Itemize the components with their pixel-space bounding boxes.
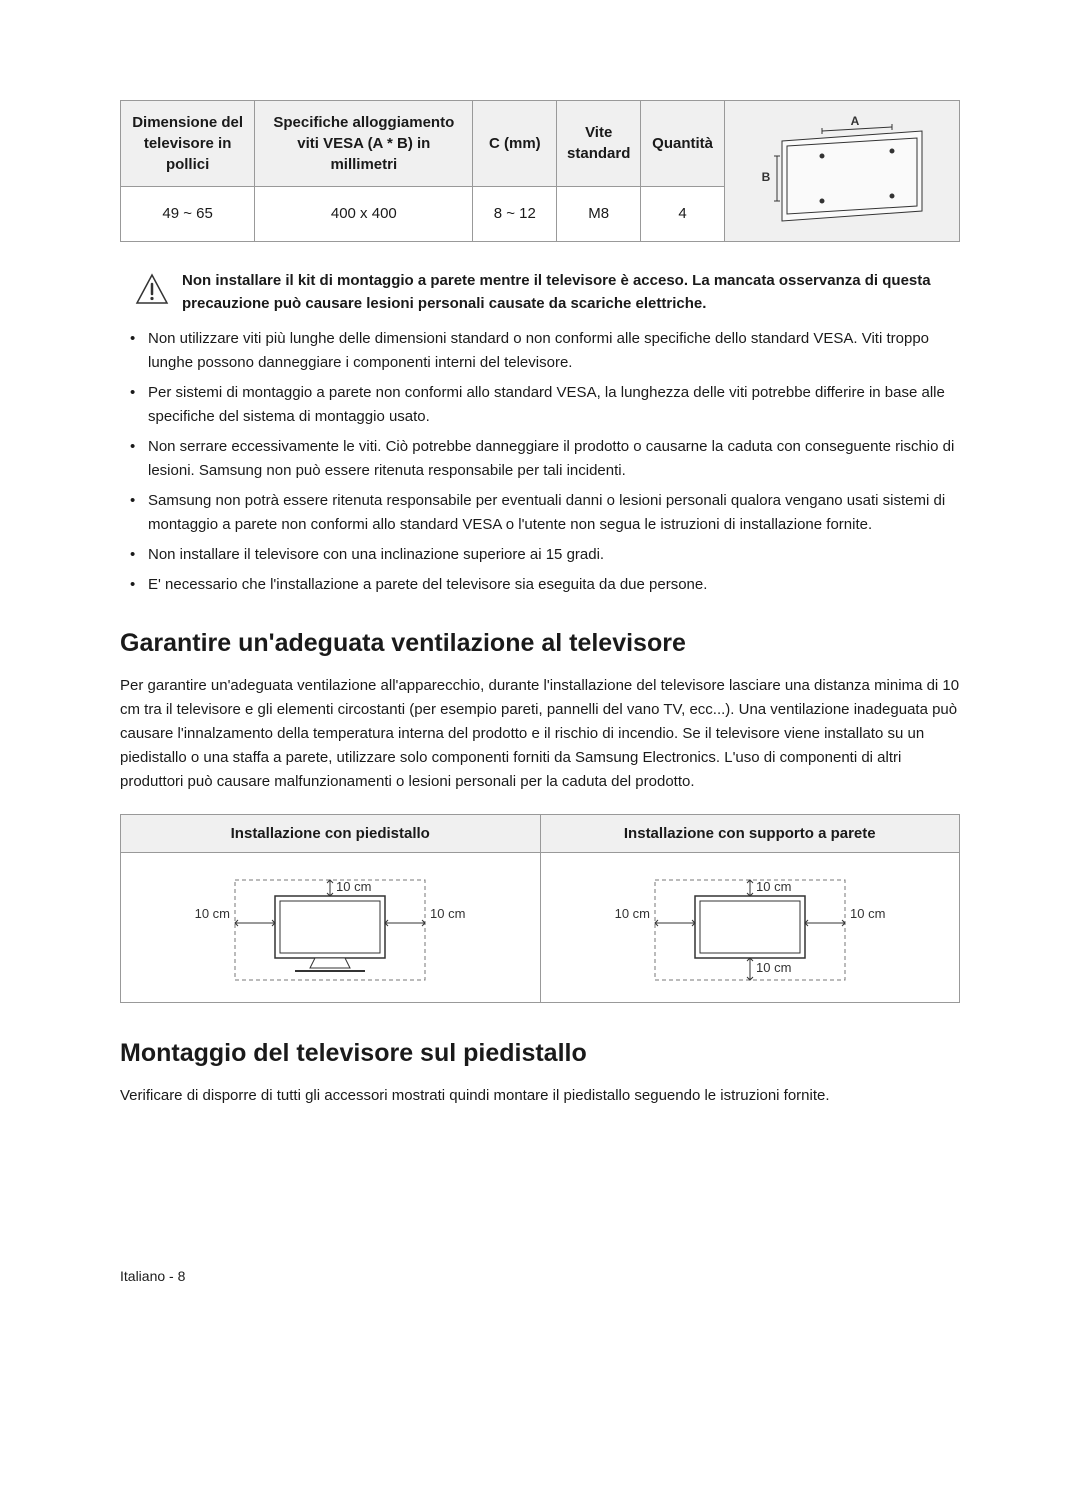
svg-text:10 cm: 10 cm: [850, 906, 885, 921]
list-item: Samsung non potrà essere ritenuta respon…: [148, 489, 960, 537]
table-cell: 4: [641, 186, 725, 241]
mounting-heading: Montaggio del televisore sul piedistallo: [120, 1039, 960, 1068]
list-item: Per sistemi di montaggio a parete non co…: [148, 381, 960, 429]
table-cell: 49 ~ 65: [121, 186, 255, 241]
list-item: E' necessario che l'installazione a pare…: [148, 573, 960, 597]
ventilation-heading: Garantire un'adeguata ventilazione al te…: [120, 629, 960, 658]
tv-back-diagram-icon: A B: [752, 111, 932, 231]
stand-install-diagram-cell: 10 cm 10 cm 10 cm: [121, 853, 541, 1003]
mounting-body: Verificare di disporre di tutti gli acce…: [120, 1084, 960, 1108]
wall-install-diagram-icon: 10 cm 10 cm 10 cm 10 cm: [600, 868, 900, 988]
svg-text:10 cm: 10 cm: [756, 960, 791, 975]
list-item: Non utilizzare viti più lunghe delle dim…: [148, 327, 960, 375]
warning-block: Non installare il kit di montaggio a par…: [120, 270, 960, 315]
table-cell: 8 ~ 12: [473, 186, 557, 241]
svg-text:B: B: [762, 170, 771, 184]
table-cell: M8: [557, 186, 641, 241]
table-header: Quantità: [641, 101, 725, 187]
table-header: Dimensione del televisore in pollici: [121, 101, 255, 187]
vesa-diagram-cell: A B: [725, 101, 960, 242]
page-footer: Italiano - 8: [120, 1268, 960, 1284]
installation-table: Installazione con piedistallo Installazi…: [120, 814, 960, 1003]
table-cell: 400 x 400: [255, 186, 473, 241]
svg-text:10 cm: 10 cm: [756, 879, 791, 894]
stand-install-diagram-icon: 10 cm 10 cm 10 cm: [180, 868, 480, 988]
warning-icon: [134, 272, 170, 308]
svg-text:10 cm: 10 cm: [430, 906, 465, 921]
table-header: Installazione con supporto a parete: [540, 815, 960, 853]
svg-text:A: A: [851, 114, 860, 128]
svg-text:10 cm: 10 cm: [614, 906, 649, 921]
wall-install-diagram-cell: 10 cm 10 cm 10 cm 10 cm: [540, 853, 960, 1003]
table-header: Installazione con piedistallo: [121, 815, 541, 853]
ventilation-body: Per garantire un'adeguata ventilazione a…: [120, 674, 960, 794]
svg-text:10 cm: 10 cm: [336, 879, 371, 894]
table-header: Vite standard: [557, 101, 641, 187]
warning-text: Non installare il kit di montaggio a par…: [182, 270, 960, 315]
list-item: Non installare il televisore con una inc…: [148, 543, 960, 567]
safety-bullet-list: Non utilizzare viti più lunghe delle dim…: [120, 327, 960, 597]
table-header: C (mm): [473, 101, 557, 187]
vesa-spec-table: Dimensione del televisore in pollici Spe…: [120, 100, 960, 242]
table-header: Specifiche alloggiamento viti VESA (A * …: [255, 101, 473, 187]
svg-text:10 cm: 10 cm: [195, 906, 230, 921]
list-item: Non serrare eccessivamente le viti. Ciò …: [148, 435, 960, 483]
